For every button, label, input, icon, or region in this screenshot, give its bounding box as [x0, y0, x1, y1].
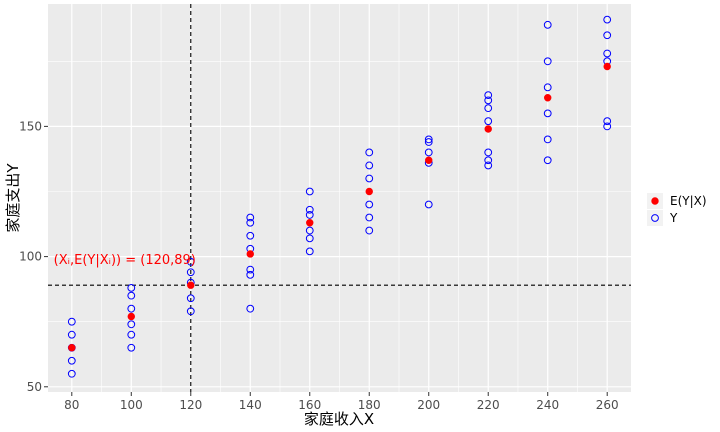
reference-lines — [48, 4, 631, 392]
minor-gridlines — [48, 4, 631, 392]
x-tick-label: 140 — [239, 398, 262, 412]
observed-point — [305, 211, 314, 219]
observed-point — [603, 49, 612, 58]
observed-point — [127, 320, 136, 329]
observed-point — [603, 31, 612, 40]
x-tick-label: 100 — [120, 398, 143, 412]
observed-point — [67, 369, 76, 378]
expected-value-point — [365, 187, 373, 196]
expected-value-point — [425, 156, 433, 164]
observed-point — [305, 226, 314, 235]
y-tick-label: 100 — [19, 250, 42, 264]
x-tick-label: 260 — [596, 398, 619, 412]
observed-point — [365, 200, 374, 209]
expected-value-point — [544, 94, 552, 102]
observed-point — [305, 234, 314, 243]
x-tick-label: 200 — [417, 398, 440, 412]
observed-point — [424, 135, 433, 144]
observed-point — [67, 356, 76, 365]
observed-point — [365, 226, 374, 235]
expected-value-point — [246, 250, 254, 258]
observed-point — [603, 117, 612, 126]
y-tick-label: 50 — [27, 380, 42, 394]
expected-value-point — [306, 219, 314, 227]
axis-ticks — [44, 125, 608, 396]
observed-point — [186, 307, 195, 316]
observed-point — [246, 265, 255, 274]
observed-point — [484, 148, 493, 157]
observed-point — [484, 104, 493, 113]
observed-point — [186, 257, 195, 266]
observed-point — [127, 304, 136, 313]
observed-point — [127, 283, 136, 292]
expected-value-point — [484, 125, 492, 133]
observed-point — [484, 156, 493, 165]
y-axis-title: 家庭支出Y — [4, 163, 22, 233]
observed-point — [543, 57, 552, 66]
x-tick-label: 160 — [298, 398, 321, 412]
observed-point — [365, 161, 374, 170]
observed-point — [543, 156, 552, 165]
tick-labels: 80 100 120 140 160 180 200 220 240 260 50 100 150 — [19, 119, 619, 412]
observed-point — [424, 148, 433, 157]
observed-point — [484, 91, 493, 100]
observed-point — [127, 343, 136, 352]
observed-point — [246, 213, 255, 222]
observed-point — [186, 268, 195, 277]
observed-point — [186, 294, 195, 303]
observed-point — [484, 161, 493, 170]
expected-value-point — [603, 62, 611, 71]
observed-point — [305, 205, 314, 214]
observed-point — [543, 135, 552, 144]
observed-point — [543, 109, 552, 118]
x-tick-label: 240 — [536, 398, 559, 412]
observed-point — [67, 330, 76, 339]
observed-point — [246, 304, 255, 313]
legend: E(Y|X) Y — [647, 193, 707, 226]
observed-point — [424, 138, 433, 146]
observed-point — [365, 174, 374, 183]
expected-value-point — [68, 344, 76, 352]
observed-point — [67, 317, 76, 326]
observed-point — [603, 15, 612, 24]
y-tick-label: 150 — [19, 119, 42, 133]
observed-point — [603, 122, 612, 131]
legend-key — [647, 210, 663, 226]
data-points — [67, 15, 612, 378]
observed-point — [484, 117, 493, 126]
legend-marker — [651, 197, 659, 205]
legend-label: E(Y|X) — [670, 194, 707, 208]
expected-value-point — [187, 281, 195, 289]
observed-point — [246, 270, 255, 279]
observed-point — [365, 148, 374, 157]
observed-point — [127, 330, 136, 339]
expected-value-point — [127, 312, 135, 321]
x-tick-label: 80 — [64, 398, 79, 412]
observed-point — [305, 247, 314, 256]
observed-point — [424, 200, 433, 209]
observed-point — [543, 20, 552, 29]
x-tick-label: 120 — [179, 398, 202, 412]
observed-point — [246, 231, 255, 240]
x-axis-title: 家庭收入X — [304, 410, 374, 428]
x-tick-label: 180 — [358, 398, 381, 412]
observed-point — [246, 218, 255, 227]
legend-marker — [651, 214, 659, 222]
annotation-label: (Xᵢ,E(Y|Xᵢ)) = (120,89) — [54, 253, 196, 268]
observed-point — [305, 187, 314, 196]
observed-point — [484, 96, 493, 105]
major-gridlines — [48, 4, 631, 392]
legend-label: Y — [669, 211, 678, 225]
observed-point — [365, 213, 374, 222]
observed-point — [127, 291, 136, 300]
x-tick-label: 220 — [477, 398, 500, 412]
observed-point — [543, 83, 552, 92]
